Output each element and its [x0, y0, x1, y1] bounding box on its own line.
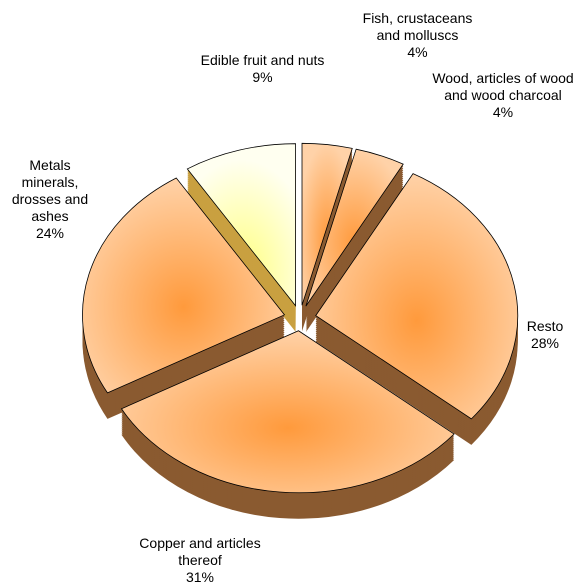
- slice: [305, 148, 404, 307]
- category-name: Fish, crustaceans and molluscs: [362, 10, 473, 43]
- value-label: 31%: [185, 569, 215, 585]
- slice: [315, 173, 519, 420]
- slice-label: Resto 28%: [515, 318, 575, 352]
- slice-label: Wood, articles of wood and wood charcoal…: [428, 70, 577, 121]
- category-name: Copper and articles thereof: [139, 535, 261, 568]
- slice-label: Edible fruit and nuts 9%: [195, 52, 330, 86]
- slice-label: Metals minerals, drosses and ashes 24%: [0, 157, 100, 242]
- value-label: 4%: [492, 104, 514, 120]
- slice: [186, 143, 296, 307]
- slice-label: Copper and articles thereof 31%: [120, 535, 280, 586]
- value-label: 28%: [530, 335, 560, 351]
- slice: [82, 177, 286, 394]
- value-label: 24%: [35, 225, 65, 241]
- slice: [301, 142, 353, 306]
- slice: [120, 330, 455, 494]
- category-name: Metals minerals, drosses and ashes: [11, 157, 89, 224]
- value-label: 4%: [407, 44, 428, 60]
- category-name: Wood, articles of wood and wood charcoal: [432, 70, 574, 103]
- slice-label: Fish, crustaceans and molluscs 4%: [350, 10, 485, 61]
- category-name: Resto: [526, 318, 564, 334]
- category-name: Edible fruit and nuts: [200, 52, 325, 68]
- value-label: 9%: [252, 69, 273, 85]
